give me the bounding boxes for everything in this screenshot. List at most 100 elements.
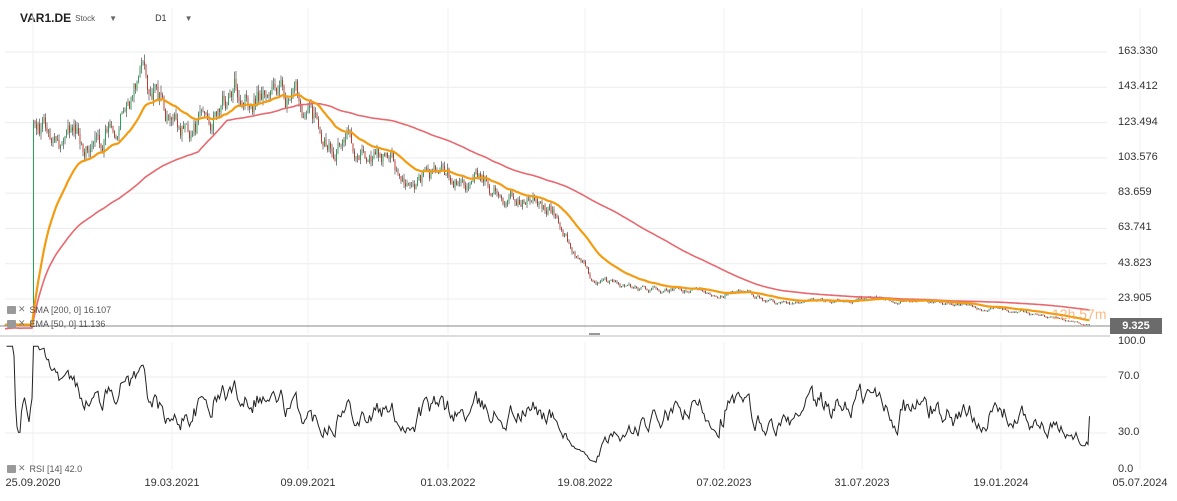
close-icon[interactable]: ✕ bbox=[18, 463, 26, 473]
candle-body bbox=[982, 310, 984, 312]
ema-indicator-legend[interactable]: ✕ EMA [50, 0] 11.136 bbox=[7, 318, 105, 329]
candle-body bbox=[166, 115, 168, 121]
candle-body bbox=[861, 296, 862, 299]
candle-body bbox=[900, 301, 901, 304]
candle-body bbox=[250, 106, 252, 108]
candle-body bbox=[703, 291, 705, 292]
candle-body bbox=[574, 252, 576, 257]
y-tick-label: 163.330 bbox=[1118, 45, 1158, 57]
indicator-settings-icon[interactable] bbox=[7, 464, 16, 473]
candle-body bbox=[216, 111, 217, 116]
candle-body bbox=[103, 140, 105, 153]
candle-body bbox=[511, 191, 513, 197]
candle-body bbox=[267, 94, 268, 97]
candle-body bbox=[948, 302, 949, 304]
candle-body bbox=[784, 301, 786, 303]
candle-body bbox=[1044, 315, 1045, 317]
candle-body bbox=[61, 143, 63, 146]
candle-body bbox=[198, 112, 199, 122]
sma-indicator-legend[interactable]: ✕ SMA [200, 0] 16.107 bbox=[7, 304, 111, 315]
candle-body bbox=[1006, 309, 1008, 311]
candle-body bbox=[406, 183, 408, 186]
candle-body bbox=[163, 97, 165, 110]
candle-body bbox=[724, 294, 726, 298]
candle-body bbox=[321, 133, 322, 142]
candle-body bbox=[189, 132, 190, 139]
candle-body bbox=[642, 286, 643, 288]
candle-body bbox=[36, 123, 37, 130]
candle-body bbox=[549, 205, 550, 210]
candle-body bbox=[520, 203, 522, 207]
candle-body bbox=[88, 150, 90, 153]
candle-body bbox=[303, 116, 304, 118]
candle-body bbox=[474, 174, 475, 180]
candle-body bbox=[472, 179, 474, 182]
candle-body bbox=[895, 302, 897, 304]
candle-body bbox=[298, 95, 300, 102]
symbol-dropdown-icon[interactable]: ▼ bbox=[109, 13, 118, 23]
candle-body bbox=[546, 210, 547, 215]
candle-body bbox=[589, 273, 591, 279]
candle-body bbox=[366, 158, 367, 162]
candle-body bbox=[1060, 318, 1062, 320]
candle-body bbox=[495, 187, 496, 191]
candle-body bbox=[516, 202, 517, 206]
rsi-y-tick-label: 30.0 bbox=[1118, 426, 1140, 438]
candle-body bbox=[228, 96, 229, 105]
candle-body bbox=[255, 98, 256, 107]
candle-body bbox=[1089, 324, 1090, 326]
indicator-settings-icon[interactable] bbox=[7, 319, 16, 328]
candle-body bbox=[330, 143, 331, 149]
candle-body bbox=[1015, 311, 1017, 313]
candle-body bbox=[894, 302, 895, 304]
candle-body bbox=[67, 125, 69, 130]
candle-body bbox=[426, 167, 427, 169]
candle-body bbox=[1008, 310, 1009, 313]
candle-body bbox=[978, 308, 979, 310]
candle-body bbox=[199, 111, 201, 113]
candle-body bbox=[93, 142, 94, 144]
close-icon[interactable]: ✕ bbox=[18, 304, 26, 314]
candle-body bbox=[850, 302, 852, 304]
candle-body bbox=[858, 298, 859, 300]
candle-body bbox=[928, 301, 930, 303]
candle-body bbox=[262, 90, 264, 100]
candle-body bbox=[324, 139, 325, 146]
candle-body bbox=[336, 150, 337, 162]
candle-body bbox=[601, 279, 603, 282]
candle-body bbox=[289, 99, 291, 101]
candle-body bbox=[60, 145, 61, 149]
candle-body bbox=[856, 298, 858, 301]
candle-body bbox=[364, 151, 366, 159]
indicator-settings-icon[interactable] bbox=[7, 305, 16, 314]
candle-body bbox=[304, 114, 306, 118]
timeframe-label[interactable]: D1 bbox=[155, 13, 167, 23]
candle-body bbox=[753, 294, 754, 297]
candle-body bbox=[765, 300, 766, 302]
candle-body bbox=[492, 194, 493, 196]
candle-body bbox=[153, 89, 154, 100]
candle-body bbox=[892, 301, 894, 303]
rsi-indicator-legend[interactable]: ✕ RSI [14] 42.0 bbox=[7, 463, 82, 474]
candle-body bbox=[475, 170, 477, 175]
candle-body bbox=[942, 302, 943, 305]
candle-body bbox=[705, 291, 706, 294]
candle-body bbox=[712, 295, 714, 297]
candle-body bbox=[1083, 324, 1084, 326]
candle-body bbox=[652, 286, 654, 289]
candle-body bbox=[562, 230, 564, 237]
candle-body bbox=[505, 203, 507, 206]
candle-body bbox=[967, 304, 969, 306]
ema-line bbox=[5, 93, 1090, 326]
y-tick-label: 43.823 bbox=[1118, 256, 1152, 269]
close-icon[interactable]: ✕ bbox=[18, 318, 26, 328]
candle-body bbox=[73, 124, 75, 131]
candle-body bbox=[102, 147, 103, 153]
candle-body bbox=[171, 117, 172, 120]
timeframe-dropdown-icon[interactable]: ▼ bbox=[184, 13, 193, 23]
candle-body bbox=[988, 309, 990, 312]
candle-body bbox=[315, 113, 316, 115]
candle-body bbox=[552, 209, 553, 213]
rsi-indicator-label: RSI [14] 42.0 bbox=[29, 463, 83, 474]
